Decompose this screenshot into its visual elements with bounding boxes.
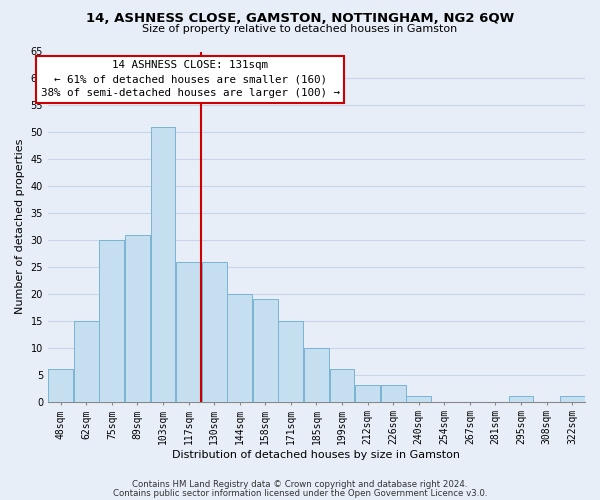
- Bar: [381, 386, 406, 402]
- Bar: [151, 127, 175, 402]
- Text: Contains HM Land Registry data © Crown copyright and database right 2024.: Contains HM Land Registry data © Crown c…: [132, 480, 468, 489]
- Bar: [509, 396, 533, 402]
- Bar: [74, 321, 98, 402]
- Bar: [406, 396, 431, 402]
- Bar: [176, 262, 201, 402]
- Bar: [202, 262, 227, 402]
- Bar: [278, 321, 303, 402]
- Text: 14, ASHNESS CLOSE, GAMSTON, NOTTINGHAM, NG2 6QW: 14, ASHNESS CLOSE, GAMSTON, NOTTINGHAM, …: [86, 12, 514, 26]
- Bar: [355, 386, 380, 402]
- Bar: [329, 369, 355, 402]
- Text: Contains public sector information licensed under the Open Government Licence v3: Contains public sector information licen…: [113, 489, 487, 498]
- Bar: [100, 240, 124, 402]
- Bar: [560, 396, 584, 402]
- Bar: [253, 299, 278, 402]
- Text: Size of property relative to detached houses in Gamston: Size of property relative to detached ho…: [142, 24, 458, 34]
- X-axis label: Distribution of detached houses by size in Gamston: Distribution of detached houses by size …: [172, 450, 460, 460]
- Bar: [49, 369, 73, 402]
- Bar: [227, 294, 252, 402]
- Text: 14 ASHNESS CLOSE: 131sqm
← 61% of detached houses are smaller (160)
38% of semi-: 14 ASHNESS CLOSE: 131sqm ← 61% of detach…: [41, 60, 340, 98]
- Bar: [304, 348, 329, 402]
- Y-axis label: Number of detached properties: Number of detached properties: [15, 139, 25, 314]
- Bar: [125, 234, 150, 402]
